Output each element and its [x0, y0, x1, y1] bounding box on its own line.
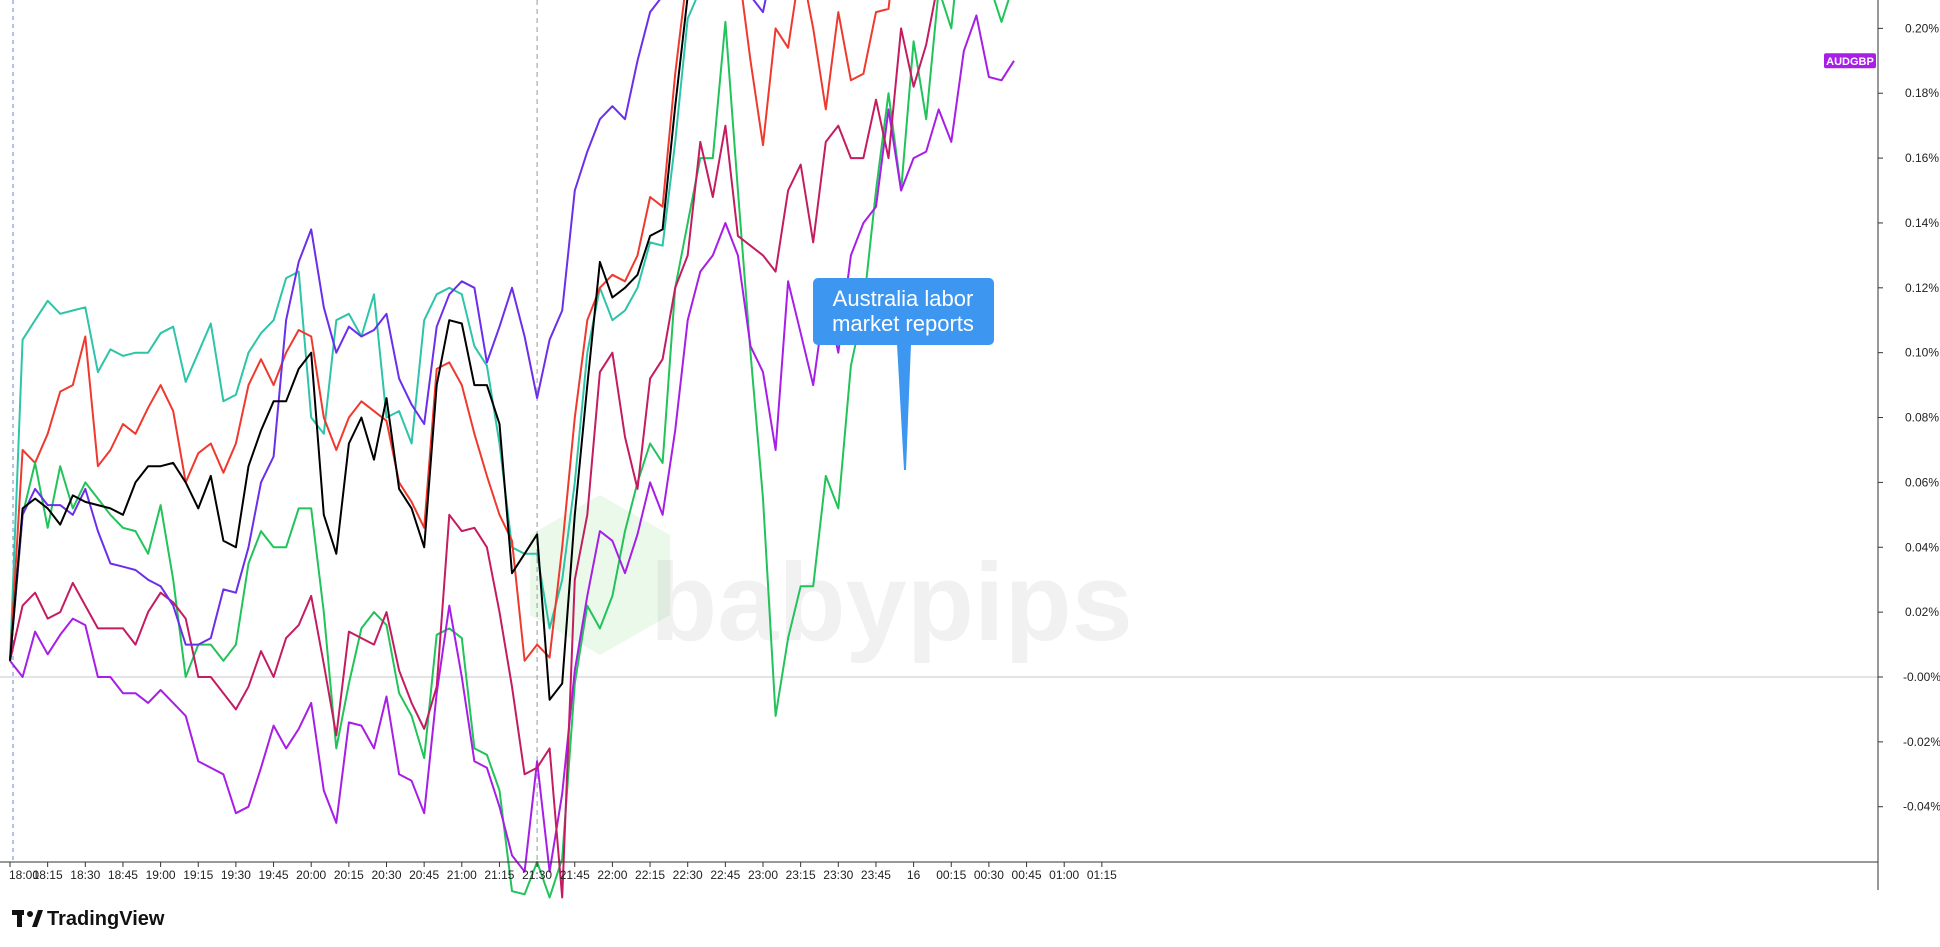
y-axis-ticks: 0.20% 0.18% 0.16% 0.14% 0.12% 0.10% 0.08% 0.06%…	[1878, 21, 1940, 814]
y-tick-label: 0.06%	[1905, 475, 1939, 489]
y-tick-label: 0.10%	[1905, 346, 1939, 360]
y-tick-label: 0.04%	[1905, 540, 1939, 554]
x-tick-label: 22:30	[673, 868, 703, 882]
x-tick-label: 20:15	[334, 868, 364, 882]
x-tick-label: 21:00	[447, 868, 477, 882]
y-tick-label: 0.02%	[1905, 605, 1939, 619]
annotation-pointer	[897, 344, 911, 470]
y-tick-label: 0.14%	[1905, 216, 1939, 230]
y-tick-label: 0.18%	[1905, 86, 1939, 100]
series-line-audeur	[9, 0, 936, 899]
x-tick-label: 18:30	[70, 868, 100, 882]
x-tick-label: 21:30	[522, 868, 552, 882]
x-tick-label: 01:00	[1049, 868, 1079, 882]
x-tick-label: 19:00	[146, 868, 176, 882]
x-tick-label: 23:15	[786, 868, 816, 882]
tradingview-logo: TradingView	[12, 908, 165, 930]
series-line-audgbp	[9, 14, 1015, 873]
annotation-box	[813, 278, 994, 345]
series-tag-audgbp: AUDGBP	[1824, 53, 1876, 69]
y-tick-label: -0.00%	[1903, 670, 1940, 684]
x-tick-label: 19:45	[259, 868, 289, 882]
series-line-audnzd	[9, 0, 767, 661]
x-tick-label: 19:15	[183, 868, 213, 882]
x-tick-label: 16	[907, 868, 921, 882]
series-line-audusd	[9, 0, 689, 701]
y-tick-label: 0.20%	[1905, 21, 1939, 35]
watermark-hex-icon	[530, 495, 670, 655]
x-tick-label: 19:30	[221, 868, 251, 882]
x-tick-label: 18:45	[108, 868, 138, 882]
x-tick-label: 18:00	[9, 868, 39, 882]
x-tick-label: 01:15	[1087, 868, 1117, 882]
x-tick-label: 00:30	[974, 868, 1004, 882]
x-tick-label: 21:45	[560, 868, 590, 882]
annotation-callout: Australia labor market reports	[813, 278, 994, 470]
x-tick-label: 21:15	[484, 868, 514, 882]
x-tick-label: 23:00	[748, 868, 778, 882]
x-tick-label: 20:30	[371, 868, 401, 882]
x-tick-label: 20:00	[296, 868, 326, 882]
y-tick-label: -0.04%	[1903, 800, 1940, 814]
annotation-line-2: market reports	[832, 311, 974, 336]
x-tick-label: 23:45	[861, 868, 891, 882]
x-tick-label: 22:00	[597, 868, 627, 882]
x-tick-label: 00:45	[1012, 868, 1042, 882]
series-layer	[9, 0, 1015, 899]
x-tick-label: 22:45	[710, 868, 740, 882]
y-tick-label: -0.02%	[1903, 735, 1940, 749]
y-tick-label: 0.12%	[1905, 281, 1939, 295]
watermark-text: babypips	[650, 541, 1133, 664]
annotation-line-1: Australia labor	[833, 286, 974, 311]
tradingview-logo-icon	[12, 910, 43, 927]
x-tick-label: 00:15	[936, 868, 966, 882]
series-line-audchf	[9, 0, 891, 662]
x-tick-label: 23:30	[823, 868, 853, 882]
y-tick-label: 0.16%	[1905, 151, 1939, 165]
tradingview-logo-text: TradingView	[47, 908, 165, 930]
series-tags: AUDUSDAUDNZDAUDCADAUDCHFAUDEURAUDJPYAUDG…	[1824, 53, 1876, 69]
series-line-audjpy	[9, 0, 1010, 899]
x-tick-label: 18:15	[33, 868, 63, 882]
watermark: babypips	[530, 495, 1133, 664]
series-tag-label: AUDGBP	[1826, 56, 1874, 68]
y-tick-label: 0.08%	[1905, 411, 1939, 425]
x-tick-label: 20:45	[409, 868, 439, 882]
x-tick-label: 22:15	[635, 868, 665, 882]
